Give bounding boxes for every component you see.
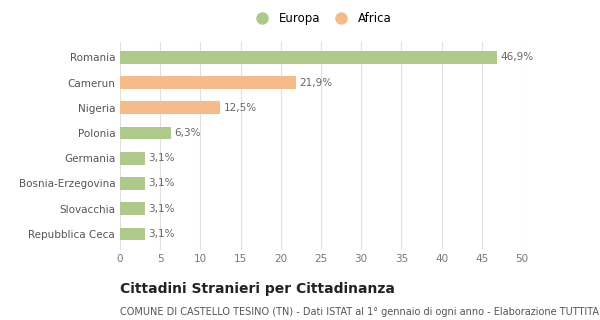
Text: 3,1%: 3,1% (148, 204, 175, 214)
Legend: Europa, Africa: Europa, Africa (248, 10, 394, 28)
Bar (120, 152, 145, 164)
Text: 3,1%: 3,1% (148, 153, 175, 163)
Text: 21,9%: 21,9% (299, 77, 332, 88)
Text: 3,1%: 3,1% (148, 229, 175, 239)
Text: Cittadini Stranieri per Cittadinanza: Cittadini Stranieri per Cittadinanza (120, 282, 395, 296)
Bar (120, 177, 145, 190)
Text: 6,3%: 6,3% (174, 128, 200, 138)
Bar (120, 76, 296, 89)
Bar (120, 51, 497, 64)
Bar (120, 101, 221, 114)
Text: 3,1%: 3,1% (148, 179, 175, 188)
Bar (120, 202, 145, 215)
Text: 46,9%: 46,9% (500, 52, 533, 62)
Bar (120, 127, 170, 139)
Text: 12,5%: 12,5% (224, 103, 257, 113)
Text: COMUNE DI CASTELLO TESINO (TN) - Dati ISTAT al 1° gennaio di ogni anno - Elabora: COMUNE DI CASTELLO TESINO (TN) - Dati IS… (120, 307, 600, 317)
Bar (120, 228, 145, 240)
